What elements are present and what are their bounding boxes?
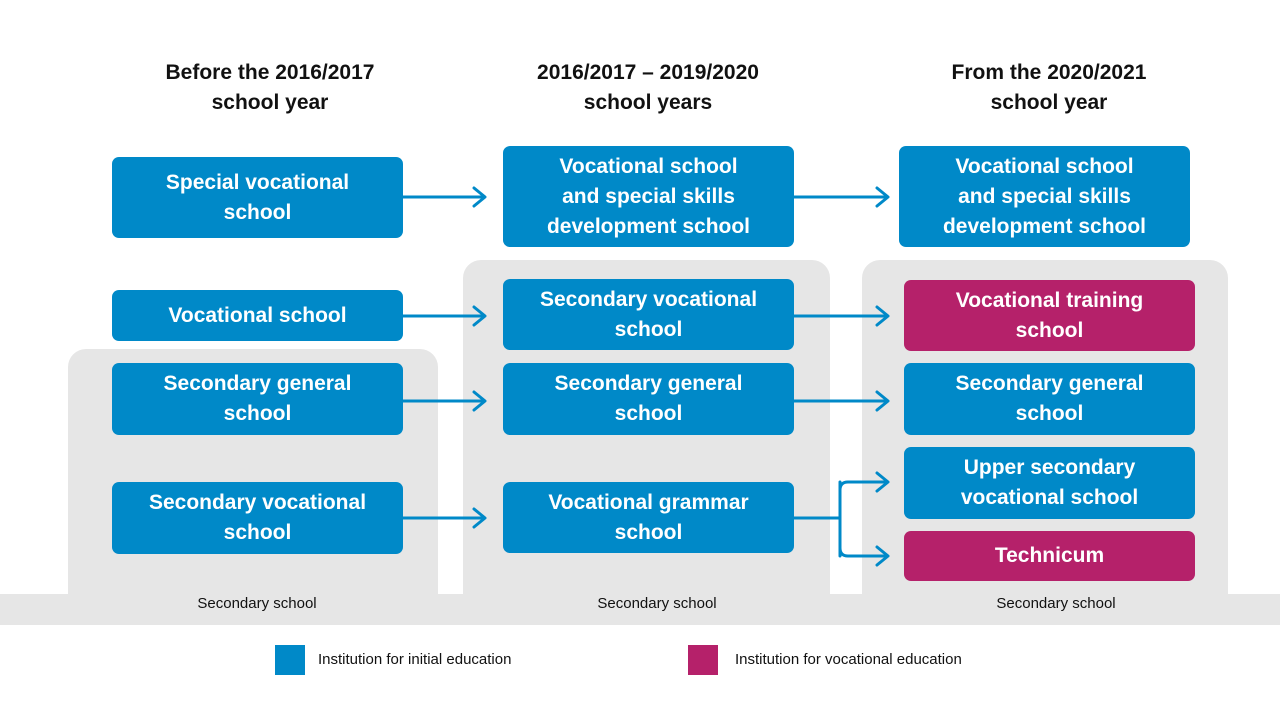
column-heading-line: 2016/2017 – 2019/2020	[537, 61, 759, 84]
legend-label-initial: Institution for initial education	[318, 651, 512, 668]
box-secondary-general-school-transition: Secondary general school	[503, 363, 794, 435]
column-heading-line: school year	[990, 91, 1108, 114]
column-heading-line: school year	[211, 91, 329, 114]
column-heading-line: school years	[583, 91, 713, 114]
box-line: Secondary general	[554, 372, 743, 395]
box-line: vocational school	[960, 486, 1139, 509]
box-line: school	[614, 402, 683, 425]
box-line: Upper secondary	[963, 456, 1136, 479]
box-line: Vocational training	[955, 288, 1144, 312]
legend-label-vocational: Institution for vocational education	[735, 651, 962, 668]
legend-swatch-vocational	[688, 645, 718, 675]
box-line: and special skills	[958, 184, 1131, 208]
band-label-transition: Secondary school	[597, 595, 717, 612]
arrow-special-to-vocational-special	[401, 186, 487, 208]
box-line: Vocational grammar	[548, 490, 749, 514]
box-line: Special vocational	[165, 170, 350, 194]
box-line: school	[1015, 318, 1084, 342]
box-vocational-grammar-school: Vocational grammar school	[503, 482, 794, 553]
box-line: Vocational school	[955, 154, 1134, 178]
box-line: Secondary vocational	[148, 491, 367, 514]
column-heading-from: From the 2020/2021 school year	[889, 58, 1209, 118]
box-line: Secondary general	[163, 372, 352, 395]
box-line: school	[223, 521, 292, 544]
column-heading-line: Before the 2016/2017	[165, 61, 375, 84]
box-secondary-general-school-before: Secondary general school	[112, 363, 403, 435]
box-line: school	[223, 200, 292, 224]
legend-swatch-initial	[275, 645, 305, 675]
box-vocational-special-skills-new: Vocational school and special skills dev…	[899, 146, 1190, 247]
column-heading-before: Before the 2016/2017 school year	[110, 58, 430, 118]
box-line: Vocational school	[559, 154, 738, 178]
box-secondary-vocational-school-before: Secondary vocational school	[112, 482, 403, 554]
box-line: Vocational school	[168, 303, 347, 327]
box-line: Secondary vocational	[539, 287, 758, 311]
box-secondary-general-school-new: Secondary general school	[904, 363, 1195, 435]
column-heading-line: From the 2020/2021	[951, 61, 1147, 84]
box-line: school	[614, 520, 683, 544]
box-vocational-school: Vocational school	[112, 290, 403, 341]
box-line: development school	[546, 214, 751, 238]
box-vocational-training-school: Vocational training school	[904, 280, 1195, 351]
box-line: Technicum	[994, 544, 1105, 567]
box-special-vocational-school: Special vocational school	[112, 157, 403, 238]
band-label-before: Secondary school	[197, 595, 317, 612]
box-line: school	[1015, 402, 1084, 425]
box-technicum: Technicum	[904, 531, 1195, 581]
box-line: development school	[942, 214, 1147, 238]
box-line: school	[223, 402, 292, 425]
box-line: Secondary general	[955, 372, 1144, 395]
box-secondary-vocational-school-transition: Secondary vocational school	[503, 279, 794, 350]
box-upper-secondary-vocational-school: Upper secondary vocational school	[904, 447, 1195, 519]
box-line: and special skills	[562, 184, 735, 208]
box-vocational-special-skills-transition: Vocational school and special skills dev…	[503, 146, 794, 247]
arrow-vocational-special-to-new	[792, 186, 890, 208]
secondary-school-band	[0, 594, 1280, 625]
box-line: school	[614, 317, 683, 341]
band-label-from: Secondary school	[996, 595, 1116, 612]
column-heading-transition: 2016/2017 – 2019/2020 school years	[488, 58, 808, 118]
